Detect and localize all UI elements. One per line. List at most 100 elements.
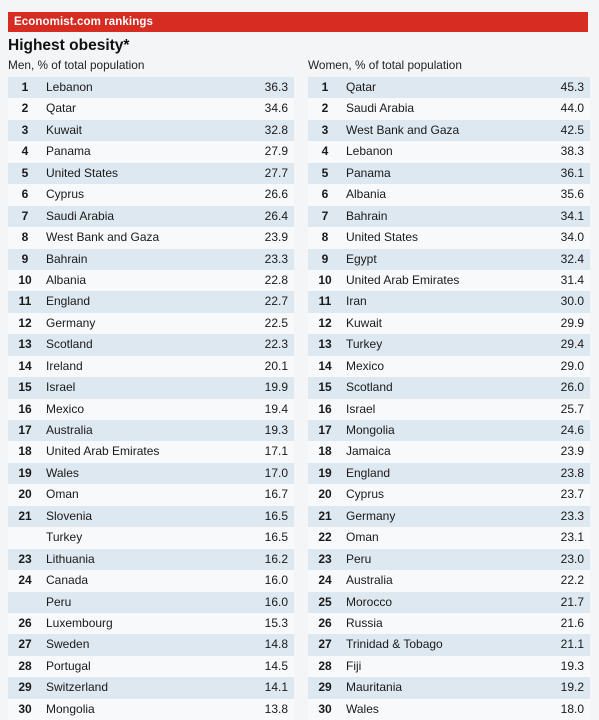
value-cell: 38.3 (560, 144, 584, 159)
country-cell: Lebanon (46, 80, 93, 94)
country-cell: Qatar (46, 101, 77, 116)
table-row: 1 Qatar 45.3 (308, 77, 590, 99)
value-cell: 13.8 (264, 701, 288, 716)
table-row: 7 Saudi Arabia 26.4 (8, 205, 294, 228)
rank-cell: 20 (18, 487, 32, 502)
rank-cell: 23 (318, 551, 332, 566)
rank-cell: 9 (321, 251, 329, 266)
table-row: 27 Sweden 14.8 (8, 634, 294, 656)
value-cell: 23.9 (560, 444, 584, 459)
table-row: 17 Australia 19.3 (8, 420, 294, 442)
table-row: 5 Panama 36.1 (308, 162, 590, 185)
women-rows: 1 Qatar 45.3 2 Saudi Arabia 44.0 3 West Bank an… (308, 77, 590, 720)
source-banner: Economist.com rankings (8, 12, 588, 32)
value-cell: 27.7 (264, 165, 288, 180)
table-row: 8 West Bank and Gaza 23.9 (8, 227, 294, 249)
table-row: 4 Panama 27.9 (8, 141, 294, 163)
country-cell: Panama (46, 144, 91, 159)
rank-cell: 21 (18, 508, 32, 523)
rank-cell: 23 (18, 551, 32, 566)
value-cell: 22.5 (264, 315, 288, 330)
value-cell: 29.4 (560, 337, 584, 352)
country-cell: Russia (346, 615, 383, 630)
table-row: 25 Morocco 21.7 (308, 591, 590, 613)
rank-cell: 29 (18, 680, 32, 695)
table-row: 10 Albania 22.8 (8, 269, 294, 292)
table-row: 11 Iran 30.0 (308, 291, 590, 313)
value-cell: 34.0 (560, 230, 584, 245)
country-cell: Albania (46, 272, 87, 287)
rank-cell: 3 (321, 122, 329, 137)
value-cell: 31.4 (560, 272, 584, 287)
table-row: 1 Lebanon 36.3 (8, 77, 294, 99)
rank-cell: 18 (318, 444, 332, 459)
rank-cell: 2 (321, 101, 329, 116)
rank-cell: 10 (318, 272, 332, 287)
men-rows: 1 Lebanon 36.3 2 Qatar 34.6 3 Kuwait 32.8 4 Panama… (8, 77, 294, 720)
rank-cell: 9 (21, 251, 29, 266)
rank-cell: 12 (18, 315, 32, 330)
country-cell: Israel (346, 401, 376, 416)
value-cell: 30.0 (560, 294, 584, 309)
table-row: 2 Saudi Arabia 44.0 (308, 98, 590, 120)
rank-cell: 7 (321, 208, 329, 223)
table-row: 12 Kuwait 29.9 (308, 312, 590, 335)
rank-cell: 1 (21, 80, 29, 94)
rank-cell: 11 (18, 294, 32, 309)
country-cell: Israel (46, 380, 76, 395)
rank-cell: 5 (321, 165, 329, 180)
country-cell: Ireland (46, 358, 83, 373)
value-cell: 22.7 (264, 294, 288, 309)
country-cell: Germany (46, 315, 96, 330)
women-subtitle: Women, % of total population (308, 58, 462, 72)
table-row: 24 Canada 16.0 (8, 570, 294, 592)
value-cell: 29.0 (560, 358, 584, 373)
table-row: 24 Australia 22.2 (308, 570, 590, 592)
country-cell: Lithuania (46, 551, 95, 566)
rank-cell: 10 (18, 272, 32, 287)
value-cell: 19.3 (560, 658, 584, 673)
table-row: 19 Wales 17.0 (8, 462, 294, 485)
rank-cell: 6 (21, 187, 29, 202)
value-cell: 17.1 (264, 444, 288, 459)
rank-cell: 18 (18, 444, 32, 459)
rank-cell: 26 (318, 615, 332, 630)
country-cell: United States (346, 230, 419, 245)
value-cell: 14.8 (264, 637, 288, 652)
value-cell: 15.3 (264, 615, 288, 630)
country-cell: Scotland (346, 380, 393, 395)
country-cell: Kuwait (46, 122, 83, 137)
table-row: 23 Peru 23.0 (308, 548, 590, 571)
value-cell: 35.6 (560, 187, 584, 202)
table-row: 22 Oman 23.1 (308, 527, 590, 549)
country-cell: Bahrain (46, 251, 88, 266)
rank-cell: 14 (318, 358, 332, 373)
value-cell: 45.3 (560, 80, 584, 94)
country-cell: Wales (46, 465, 79, 480)
table-row: 19 England 23.8 (308, 462, 590, 485)
country-cell: Turkey (46, 530, 83, 545)
table-row: 27 Trinidad & Tobago 21.1 (308, 634, 590, 656)
value-cell: 21.7 (560, 594, 584, 609)
table-row: 30 Mongolia 13.8 (8, 698, 294, 720)
table-row: 7 Bahrain 34.1 (308, 205, 590, 228)
value-cell: 27.9 (264, 144, 288, 159)
value-cell: 18.0 (560, 701, 584, 716)
value-cell: 19.2 (560, 680, 584, 695)
table-row: 29 Mauritania 19.2 (308, 677, 590, 699)
value-cell: 22.8 (264, 272, 288, 287)
country-cell: Scotland (46, 337, 93, 352)
men-subtitle: Men, % of total population (8, 58, 145, 72)
value-cell: 34.6 (264, 101, 288, 116)
country-cell: West Bank and Gaza (346, 122, 460, 137)
value-cell: 29.9 (560, 315, 584, 330)
rank-cell: 13 (318, 337, 332, 352)
table-row: 29 Switzerland 14.1 (8, 677, 294, 699)
table-row: 26 Russia 21.6 (308, 612, 590, 635)
country-cell: Mexico (46, 401, 85, 416)
table-row: 9 Bahrain 23.3 (8, 248, 294, 270)
country-cell: Fiji (346, 658, 362, 673)
value-cell: 20.1 (264, 358, 288, 373)
rank-cell: 8 (21, 230, 29, 245)
value-cell: 16.5 (264, 530, 288, 545)
